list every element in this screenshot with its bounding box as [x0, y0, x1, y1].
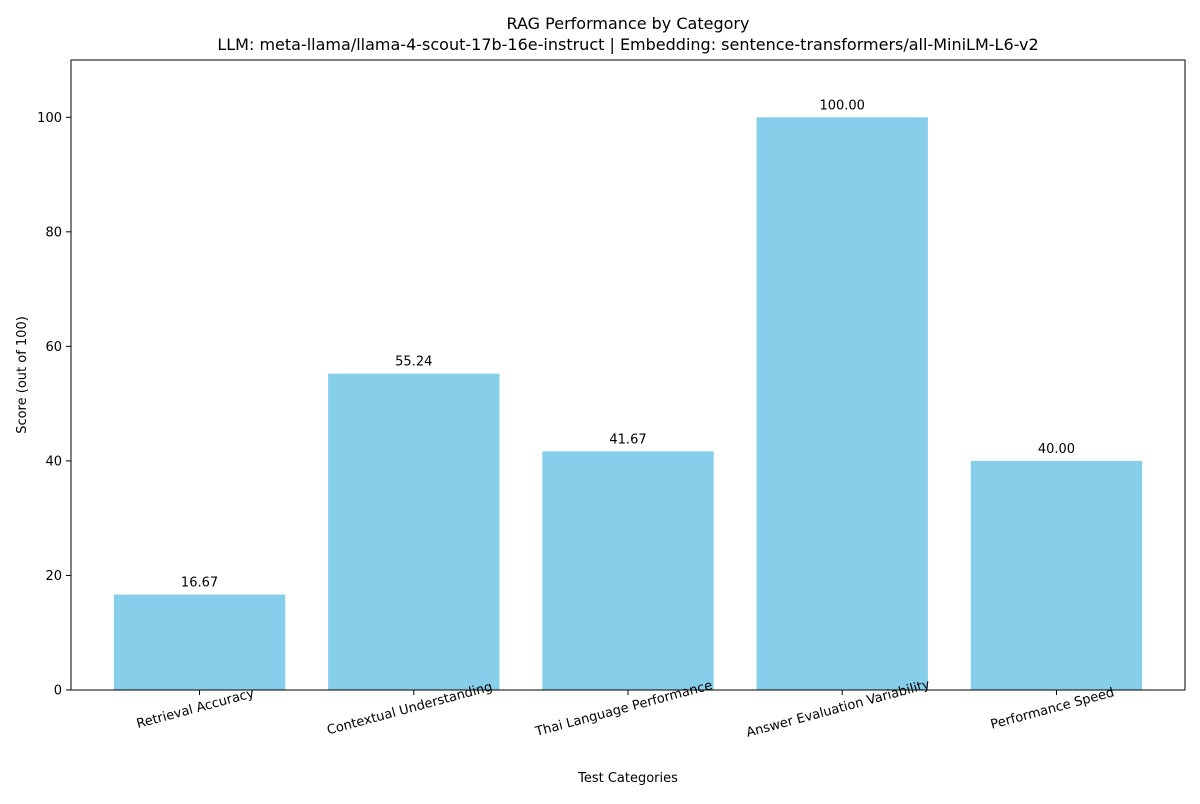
y-axis-ticks: 0 20 40 60 80 100 [37, 111, 71, 699]
bar-contextual-understanding [328, 373, 500, 690]
bar-thai-language-performance [542, 451, 714, 690]
bars-group [113, 117, 1143, 691]
y-tick-label-20: 20 [45, 569, 62, 584]
x-axis-label: Test Categories [577, 771, 678, 786]
data-label-answer-evaluation-variability: 100.00 [819, 98, 865, 113]
y-tick-label-60: 60 [45, 340, 62, 355]
bar-retrieval-accuracy [113, 594, 286, 690]
data-label-contextual-understanding: 55.24 [395, 355, 432, 370]
x-tick-label-retrieval-accuracy: Retrieval Accuracy [135, 686, 256, 732]
data-label-performance-speed: 40.00 [1038, 442, 1075, 457]
data-label-retrieval-accuracy: 16.67 [181, 576, 218, 591]
data-labels-group: 16.67 55.24 41.67 100.00 40.00 [181, 98, 1075, 590]
bar-performance-speed [970, 460, 1143, 690]
bar-answer-evaluation-variability [756, 117, 928, 691]
y-tick-label-100: 100 [37, 111, 62, 126]
chart-subtitle: LLM: meta-llama/llama-4-scout-17b-16e-in… [217, 35, 1038, 54]
y-axis-label: Score (out of 100) [15, 316, 30, 434]
y-tick-label-80: 80 [45, 225, 62, 240]
plot-frame [70, 59, 1186, 691]
chart-title: RAG Performance by Category [507, 14, 750, 33]
y-tick-label-40: 40 [45, 454, 62, 469]
y-tick-label-0: 0 [54, 684, 62, 699]
x-tick-label-performance-speed: Performance Speed [989, 685, 1116, 732]
data-label-thai-language-performance: 41.67 [609, 432, 646, 447]
